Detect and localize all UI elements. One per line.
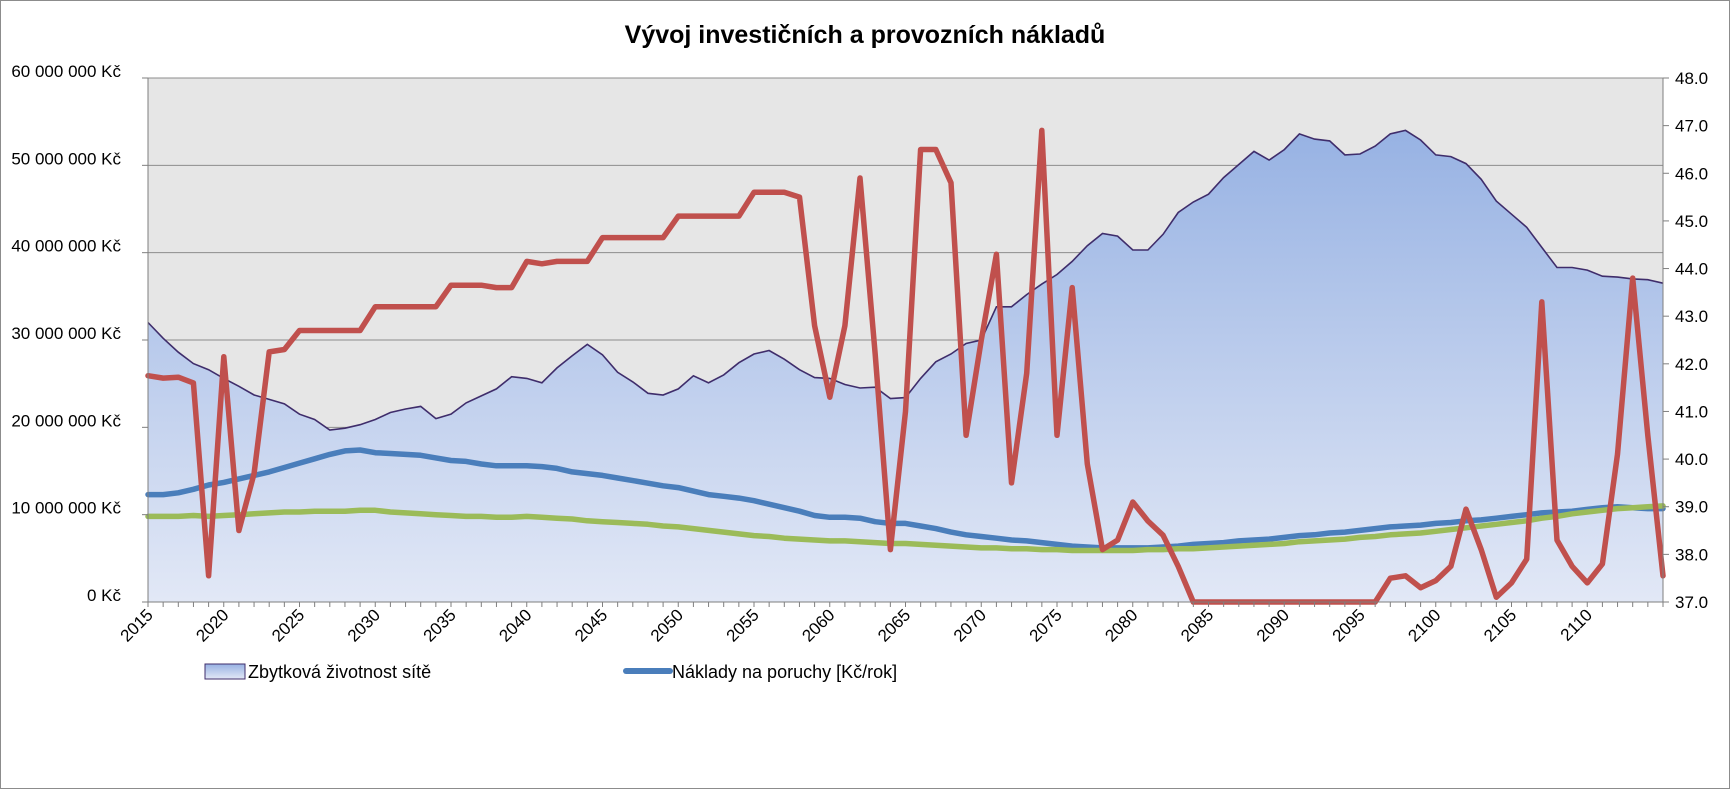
x-tick-label: 2035 <box>420 605 460 645</box>
right-tick-label: 39.0 <box>1675 498 1708 517</box>
x-tick-label: 2025 <box>268 605 308 645</box>
right-tick-label: 42.0 <box>1675 355 1708 374</box>
legend-item-area[interactable]: Zbytková životnost sítě <box>204 662 431 682</box>
x-tick-label: 2015 <box>117 605 157 645</box>
x-tick-label: 2040 <box>495 605 535 645</box>
left-tick-label: 10 000 000 Kč <box>11 499 121 518</box>
x-tick-label: 2050 <box>647 605 687 645</box>
legend-label-area: Zbytková životnost sítě <box>248 662 431 682</box>
x-tick-label: 2045 <box>571 605 611 645</box>
x-tick-label: 2080 <box>1101 605 1141 645</box>
left-tick-label: 0 Kč <box>87 586 122 605</box>
right-tick-label: 47.0 <box>1675 117 1708 136</box>
x-tick-label: 2105 <box>1480 605 1520 645</box>
x-tick-label: 2070 <box>950 605 990 645</box>
chart-title: Vývoj investičních a provozních nákladů <box>625 21 1106 49</box>
x-tick-label: 2065 <box>874 605 914 645</box>
x-tick-label: 2055 <box>723 605 763 645</box>
legend-item-failure-costs[interactable]: Náklady na poruchy [Kč/rok] <box>623 662 897 682</box>
right-axis-tick-labels: 37.0 38.0 39.0 40.0 41.0 42.0 43.0 44.0 45.0 46.0… <box>1675 69 1708 612</box>
x-tick-label: 2030 <box>344 605 384 645</box>
x-tick-label: 2060 <box>798 605 838 645</box>
x-tick-label: 2085 <box>1177 605 1217 645</box>
series-line-green <box>145 503 1666 554</box>
right-tick-label: 41.0 <box>1675 402 1708 421</box>
right-tick-label: 44.0 <box>1675 260 1708 279</box>
x-tick-label: 2090 <box>1253 605 1293 645</box>
x-tick-label: 2075 <box>1026 605 1066 645</box>
line-series-layer <box>145 127 1666 605</box>
right-tick-label: 48.0 <box>1675 69 1708 88</box>
x-tick-label: 2095 <box>1329 605 1369 645</box>
right-tick-label: 40.0 <box>1675 450 1708 469</box>
right-tick-label: 38.0 <box>1675 545 1708 564</box>
right-tick-label: 37.0 <box>1675 593 1708 612</box>
axes <box>142 77 1669 607</box>
x-axis-tick-labels: 2015 2020 2025 2030 2035 2040 2045 2050 2055 2060… <box>117 605 1596 645</box>
series-line-red <box>145 127 1666 605</box>
left-tick-label: 20 000 000 Kč <box>11 411 121 430</box>
x-tick-label: 2110 <box>1557 605 1596 644</box>
series-line-failure-costs <box>145 447 1666 551</box>
left-tick-label: 40 000 000 Kč <box>11 237 121 256</box>
left-axis-tick-labels: 0 Kč 10 000 000 Kč 20 000 000 Kč 30 000 000… <box>11 62 121 605</box>
x-tick-label: 2100 <box>1404 605 1444 645</box>
x-tick-label: 2020 <box>192 605 232 645</box>
right-tick-label: 45.0 <box>1675 212 1708 231</box>
left-tick-label: 60 000 000 Kč <box>11 62 121 81</box>
series-area-fill <box>148 130 1663 602</box>
right-tick-label: 43.0 <box>1675 307 1708 326</box>
left-tick-label: 50 000 000 Kč <box>11 149 121 168</box>
legend-label-failure-costs: Náklady na poruchy [Kč/rok] <box>672 662 897 682</box>
left-tick-label: 30 000 000 Kč <box>11 324 121 343</box>
right-tick-label: 46.0 <box>1675 164 1708 183</box>
legend-swatch-area <box>204 663 246 680</box>
legend: Zbytková životnost sítě Náklady na poruc… <box>204 662 897 682</box>
